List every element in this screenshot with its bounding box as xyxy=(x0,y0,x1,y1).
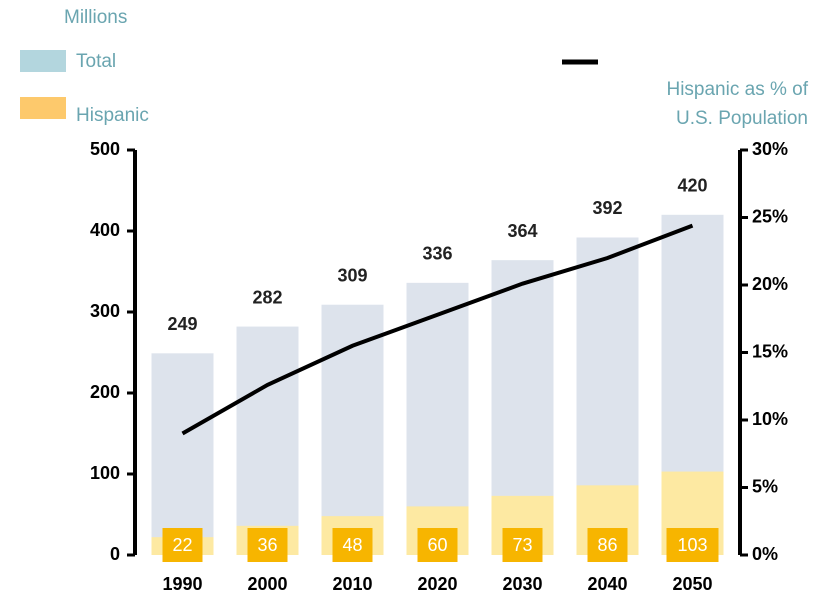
y2-tick-label: 25% xyxy=(752,206,788,226)
y-axis-label: Millions xyxy=(64,7,127,28)
x-tick-label: 2010 xyxy=(332,574,372,594)
data-label-box xyxy=(247,528,288,562)
data-label: 73 xyxy=(512,535,532,555)
y-tick-label: 500 xyxy=(90,139,120,159)
data-label: 249 xyxy=(167,314,197,334)
data-label: 364 xyxy=(507,221,537,241)
x-tick-label: 2020 xyxy=(417,574,457,594)
y2-tick-label: 30% xyxy=(752,139,788,159)
x-tick-label: 2000 xyxy=(247,574,287,594)
y-tick-label: 200 xyxy=(90,382,120,402)
legend-label: Total xyxy=(76,51,116,72)
legend-label: Hispanic xyxy=(76,105,149,126)
data-label: 103 xyxy=(677,535,707,555)
data-label: 336 xyxy=(422,244,452,264)
y2-tick-label: 15% xyxy=(752,341,788,361)
data-label-box xyxy=(666,528,719,562)
data-label-box xyxy=(332,528,373,562)
data-label: 48 xyxy=(342,535,362,555)
data-label: 309 xyxy=(337,265,367,285)
y2-tick-label: 5% xyxy=(752,476,778,496)
data-label: 36 xyxy=(257,535,277,555)
data-label: 86 xyxy=(597,535,617,555)
y2-tick-label: 0% xyxy=(752,544,778,564)
x-tick-label: 2030 xyxy=(502,574,542,594)
y-tick-label: 100 xyxy=(90,463,120,483)
y-tick-label: 300 xyxy=(90,301,120,321)
bar xyxy=(151,353,214,555)
y2-axis-label: Hispanic as % of xyxy=(666,79,808,100)
legend-swatch xyxy=(20,50,66,72)
line xyxy=(181,223,694,436)
y2-tick-label: 10% xyxy=(752,409,788,429)
y2-axis-label: U.S. Population xyxy=(676,108,808,129)
y-tick-label: 0 xyxy=(110,544,120,564)
data-label: 22 xyxy=(172,535,192,555)
data-label: 420 xyxy=(677,176,707,196)
data-label-box xyxy=(417,528,458,562)
y2-tick-label: 20% xyxy=(752,274,788,294)
data-label-box xyxy=(587,528,628,562)
x-tick-label: 1990 xyxy=(162,574,202,594)
data-label: 282 xyxy=(252,287,282,307)
x-tick-label: 2040 xyxy=(587,574,627,594)
data-label-box xyxy=(502,528,543,562)
y-tick-label: 400 xyxy=(90,220,120,240)
x-tick-label: 2050 xyxy=(672,574,712,594)
data-label-box xyxy=(162,528,203,562)
bar xyxy=(236,326,299,555)
data-label: 392 xyxy=(592,198,622,218)
data-label: 60 xyxy=(427,535,447,555)
legend-swatch xyxy=(20,97,66,119)
